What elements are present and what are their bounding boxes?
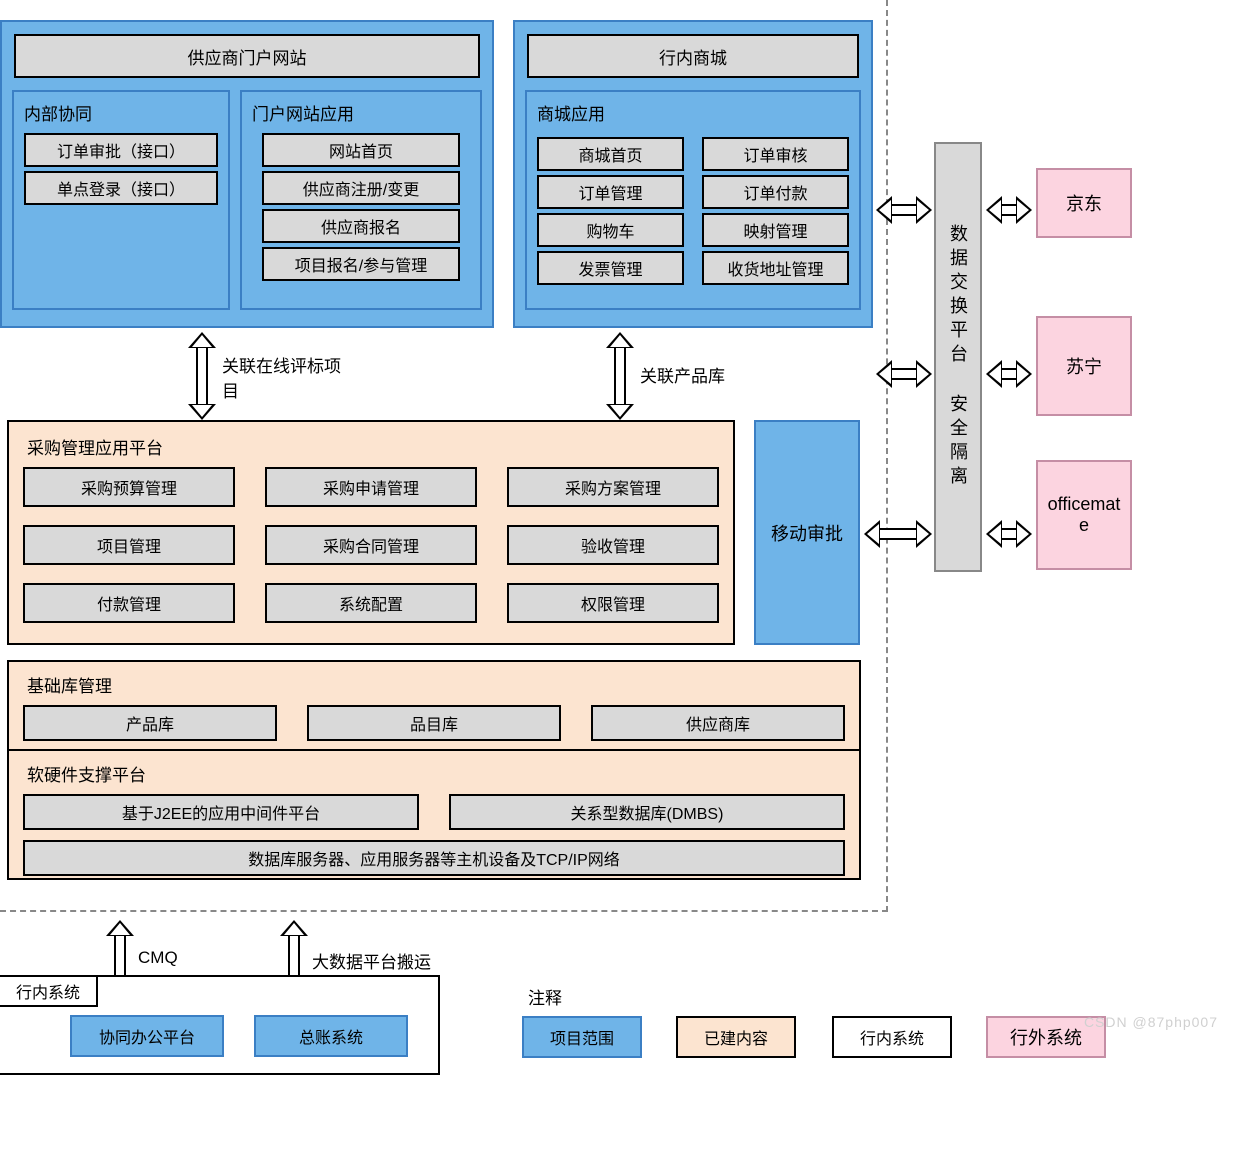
internal-system-label: 行内系统 [16,979,80,1003]
legend-scope: 项目范围 [522,1016,642,1058]
sub1-item: 订单审批（接口） [24,133,218,167]
arrow-bidir-h-icon [986,196,1032,224]
arrow-bidir-h-icon [876,196,932,224]
portal-apps-title: 门户网站应用 [252,100,474,125]
arrow-bidir-v-icon [188,332,216,420]
mobile-approval-label: 移动审批 [771,520,843,546]
platform-item: 采购预算管理 [23,467,235,507]
legend-built: 已建内容 [676,1016,796,1058]
mall-apps-title: 商城应用 [537,100,853,125]
sub1-item: 单点登录（接口） [24,171,218,205]
sub2-item: 供应商注册/变更 [262,171,460,205]
internal-item: 总账系统 [254,1015,408,1057]
internal-system-label-box: 行内系统 [0,975,98,1007]
external-officemate: officemate [1036,460,1132,570]
support-title: 软硬件支撑平台 [27,761,845,786]
external-suning: 苏宁 [1036,316,1132,416]
legend-title: 注释 [528,984,562,1009]
sub2-item: 供应商报名 [262,209,460,243]
arrow-left-label: 关联在线评标项目 [222,352,352,402]
base-item: 品目库 [307,705,561,741]
mall-item: 订单管理 [537,175,684,209]
arrow-bidir-h-icon [986,520,1032,548]
arrow-bidir-h-icon [876,360,932,388]
platform-item: 采购申请管理 [265,467,477,507]
support-item-wide: 数据库服务器、应用服务器等主机设备及TCP/IP网络 [23,840,845,876]
arrow-right-label: 关联产品库 [640,362,725,387]
mall-apps: 商城应用 商城首页 订单管理 购物车 发票管理 订单审核 订单付款 映射管理 收… [525,90,861,310]
platform-item: 验收管理 [507,525,719,565]
watermark: CSDN @87php007 [1084,1014,1218,1030]
data-exchange-platform: 数据交换平台 安全隔离 [934,142,982,572]
mall-item: 商城首页 [537,137,684,171]
internal-system: 行内系统 协同办公平台 总账系统 [0,975,440,1075]
supplier-portal-title-text: 供应商门户网站 [188,44,307,69]
internal-item: 协同办公平台 [70,1015,224,1057]
portal-apps: 门户网站应用 网站首页 供应商注册/变更 供应商报名 项目报名/参与管理 [240,90,482,310]
mall-item: 订单付款 [702,175,849,209]
mall-item: 订单审核 [702,137,849,171]
mobile-approval: 移动审批 [754,420,860,645]
platform-item: 系统配置 [265,583,477,623]
legend-internal: 行内系统 [832,1016,952,1058]
internal-mall: 行内商城 商城应用 商城首页 订单管理 购物车 发票管理 订单审核 订单付款 映… [513,20,873,328]
support-item: 关系型数据库(DMBS) [449,794,845,830]
support-item: 基于J2EE的应用中间件平台 [23,794,419,830]
arrow-bidir-v-icon [606,332,634,420]
supplier-portal-title: 供应商门户网站 [14,34,480,78]
arrow-bidir-h-icon [986,360,1032,388]
platform-item: 采购合同管理 [265,525,477,565]
data-exchange-label: 数据交换平台 安全隔离 [945,224,971,490]
cmq-label: CMQ [138,948,178,968]
platform-title: 采购管理应用平台 [27,434,719,459]
mall-item: 发票管理 [537,251,684,285]
platform-item: 付款管理 [23,583,235,623]
arrow-bidir-h-icon [864,520,932,548]
sub2-item: 网站首页 [262,133,460,167]
platform-item: 权限管理 [507,583,719,623]
base-title: 基础库管理 [27,672,845,697]
sub2-item: 项目报名/参与管理 [262,247,460,281]
mall-item: 映射管理 [702,213,849,247]
supplier-portal: 供应商门户网站 内部协同 订单审批（接口） 单点登录（接口） 门户网站应用 网站… [0,20,494,328]
mall-item: 收货地址管理 [702,251,849,285]
internal-mall-title: 行内商城 [527,34,859,78]
base-item: 供应商库 [591,705,845,741]
bigdata-label: 大数据平台搬运 [312,948,431,973]
procurement-platform: 采购管理应用平台 采购预算管理 采购申请管理 采购方案管理 项目管理 采购合同管… [7,420,735,645]
infrastructure: 基础库管理 产品库 品目库 供应商库 软硬件支撑平台 基于J2EE的应用中间件平… [7,660,861,880]
internal-collab-title: 内部协同 [24,100,222,125]
platform-item: 采购方案管理 [507,467,719,507]
mall-item: 购物车 [537,213,684,247]
platform-item: 项目管理 [23,525,235,565]
base-item: 产品库 [23,705,277,741]
internal-collab: 内部协同 订单审批（接口） 单点登录（接口） [12,90,230,310]
external-jd: 京东 [1036,168,1132,238]
